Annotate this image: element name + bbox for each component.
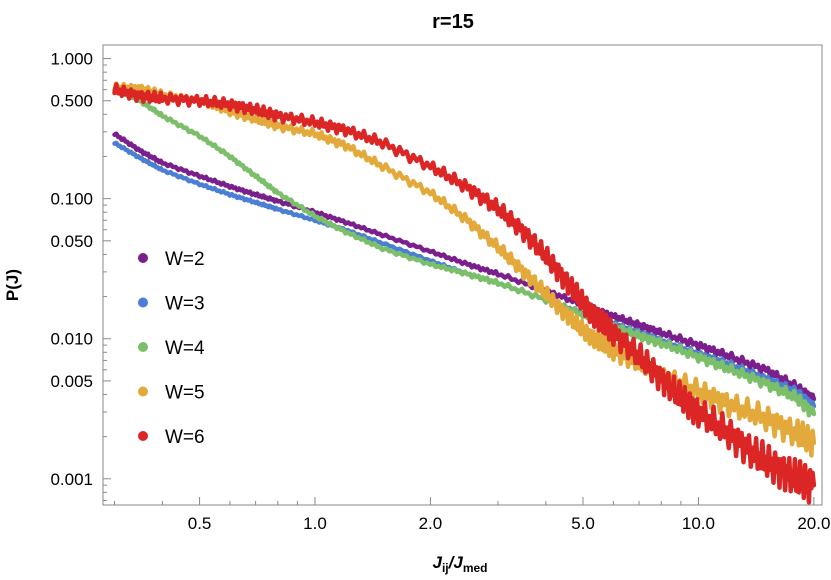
y-axis: 1.000 0.500 0.100 0.050 0.010 0.005 0.001 <box>50 50 111 501</box>
x-axis-label-slash: /J <box>448 553 464 572</box>
legend-marker <box>138 297 148 308</box>
legend-label: W=2 <box>165 249 205 270</box>
y-tick-label: 0.010 <box>50 330 93 349</box>
y-tick-label: 0.500 <box>50 92 93 111</box>
series-line-W=2 <box>112 131 817 403</box>
legend-label: W=3 <box>165 294 205 315</box>
x-axis-label-sub2: med <box>463 561 488 575</box>
y-tick-label: 0.001 <box>50 470 93 489</box>
y-tick-label: 1.000 <box>50 50 93 69</box>
y-tick-label: 0.005 <box>50 372 93 391</box>
legend-marker <box>138 253 148 263</box>
legend-label: W=5 <box>165 383 205 404</box>
chart-title: r=15 <box>432 11 474 33</box>
legend-marker <box>138 386 148 397</box>
x-tick-label: 10.0 <box>682 514 715 533</box>
x-tick-label: 0.5 <box>188 514 212 533</box>
x-axis: 0.5 1.0 2.0 5.0 10.0 20.0 <box>113 497 830 533</box>
legend: W=2 W=3 W=4 W=5 W=6 <box>138 249 205 448</box>
x-tick-label: 1.0 <box>303 514 327 533</box>
x-axis-label-sub1: ij <box>442 561 449 575</box>
plot-area <box>102 44 823 506</box>
y-tick-label: 0.100 <box>50 190 93 209</box>
y-tick-label: 0.050 <box>50 232 93 251</box>
legend-marker <box>138 431 148 441</box>
x-tick-label: 5.0 <box>571 514 595 533</box>
legend-marker <box>138 342 148 352</box>
legend-label: W=6 <box>165 427 205 448</box>
series-line-W=4 <box>112 86 817 418</box>
series-lines <box>112 81 817 505</box>
series-line-W=5 <box>112 81 817 458</box>
x-axis-label-main: J <box>432 553 442 572</box>
x-axis-label: Jij/Jmed <box>432 553 487 575</box>
series-line-W=6 <box>112 82 817 505</box>
legend-label: W=4 <box>165 338 205 359</box>
x-tick-label: 20.0 <box>797 514 830 533</box>
plot-frame <box>102 44 823 506</box>
x-tick-label: 2.0 <box>419 514 443 533</box>
y-axis-label: P(J) <box>3 269 22 301</box>
